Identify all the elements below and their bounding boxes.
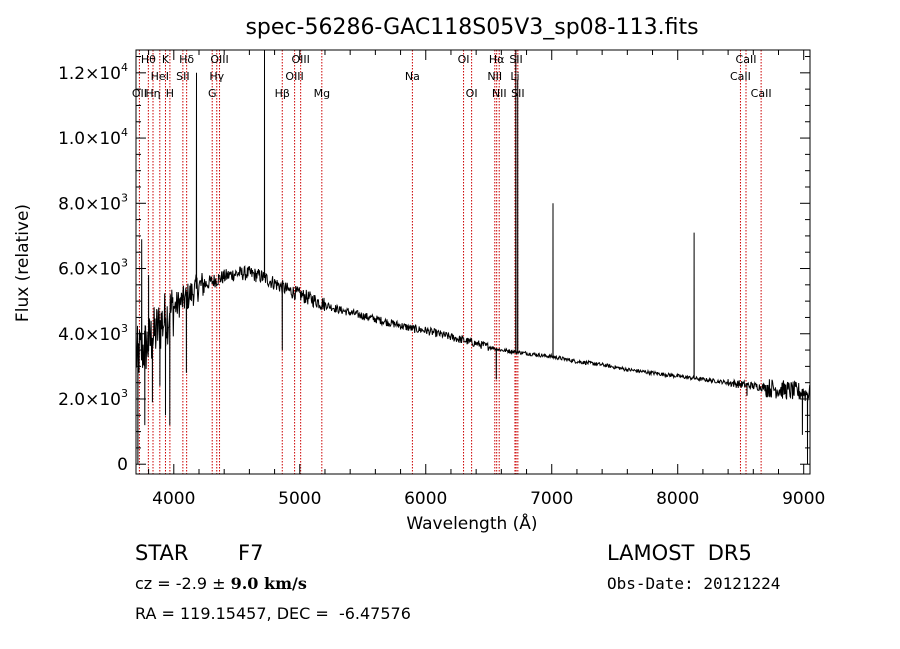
- x-tick-label: 6000: [404, 489, 447, 509]
- object-class: STAR: [135, 541, 189, 565]
- line-label: CaII: [736, 53, 757, 66]
- y-tick-label: 2.0×103: [58, 387, 128, 410]
- line-label: OI: [458, 53, 470, 66]
- y-tick-label: 4.0×103: [58, 322, 128, 345]
- line-label: Hη: [145, 87, 160, 100]
- obs-date: Obs-Date: 20121224: [607, 574, 781, 593]
- line-label: H: [166, 87, 174, 100]
- spectral-line-labels: OIIHθHηHeIKHSIIHδGHγOIIIHβOIIIOIIIMgNaOI…: [132, 53, 772, 100]
- line-label: OI: [466, 87, 478, 100]
- line-label: G: [208, 87, 217, 100]
- line-label: OIII: [285, 70, 303, 83]
- coordinates: RA = 119.15457, DEC = -6.47576: [135, 604, 411, 623]
- line-label: HeI: [151, 70, 169, 83]
- object-subclass: F7: [238, 541, 264, 565]
- y-tick-label: 1.0×104: [58, 126, 128, 149]
- line-label: CaII: [751, 87, 772, 100]
- spectrum-series: [135, 49, 811, 465]
- x-tick-label: 7000: [530, 489, 573, 509]
- x-axis-label: Wavelength (Å): [406, 512, 537, 534]
- x-tick-label: 9000: [782, 489, 825, 509]
- line-label: Li: [510, 70, 519, 83]
- line-label: Hγ: [209, 70, 224, 83]
- y-tick-label: 1.2×104: [58, 61, 128, 84]
- plot-frame: [135, 49, 811, 475]
- line-label: Hβ: [275, 87, 290, 100]
- line-label: Mg: [314, 87, 330, 100]
- y-tick-label: 6.0×103: [58, 257, 128, 280]
- x-tick-label: 8000: [656, 489, 699, 509]
- line-label: SII: [176, 70, 189, 83]
- line-label: Hθ: [141, 53, 156, 66]
- line-label: Hδ: [179, 53, 194, 66]
- line-label: OIII: [210, 53, 228, 66]
- spectral-line-markers: [138, 50, 762, 474]
- redshift-readout: cz = -2.9 ± 9.0 km/s: [135, 576, 307, 592]
- survey-name: LAMOST DR5: [607, 541, 752, 565]
- y-axis: 0 2.0×103 4.0×103 6.0×103 8.0×103 1.0×104 1.2×…: [58, 56, 810, 475]
- x-axis: 4000 5000 6000 7000 8000 9000: [148, 50, 825, 509]
- line-label: K: [162, 53, 170, 66]
- line-label: Na: [405, 70, 420, 83]
- chart-title: spec-56286-GAC118S05V3_sp08-113.fits: [245, 15, 698, 40]
- redshift-prefix: cz = -2.9 ±: [135, 574, 231, 593]
- x-tick-label: 5000: [278, 489, 321, 509]
- y-axis-label: Flux (relative): [13, 204, 33, 322]
- line-label: Hα: [489, 53, 505, 66]
- redshift-error: 9.0 km/s: [230, 574, 307, 593]
- line-label: NII: [487, 70, 502, 83]
- line-label: NII: [492, 87, 507, 100]
- x-tick-label: 4000: [152, 489, 195, 509]
- y-tick-label: 8.0×103: [58, 191, 128, 214]
- line-label: OIII: [291, 53, 309, 66]
- line-label: CaII: [730, 70, 751, 83]
- y-tick-label: 0: [117, 455, 128, 475]
